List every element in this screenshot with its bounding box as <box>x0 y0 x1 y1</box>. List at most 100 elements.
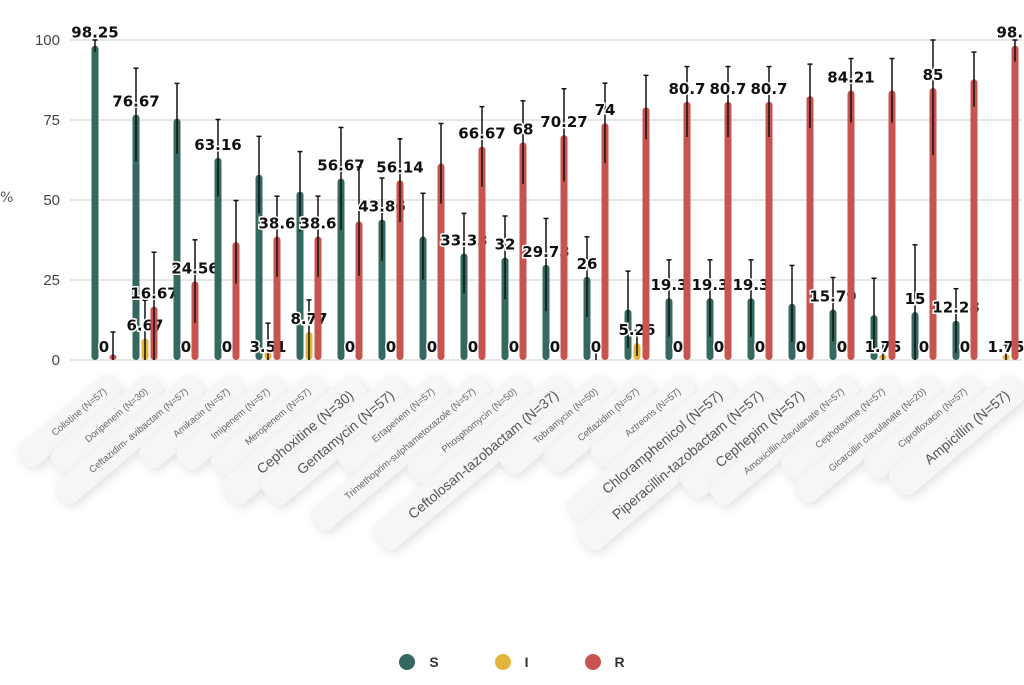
bar-r <box>478 146 486 360</box>
data-label: 98.25 <box>71 24 118 42</box>
data-label: 66.67 <box>458 125 505 143</box>
legend-swatch-s <box>399 654 416 670</box>
data-label: 29.73 <box>522 243 569 261</box>
data-label: 19.3 <box>732 276 769 294</box>
data-label: 26 <box>577 255 598 273</box>
bar-r <box>396 180 404 360</box>
bar-s <box>378 219 386 360</box>
bar-s <box>132 114 140 360</box>
legend-label-s: S <box>429 654 439 670</box>
data-label: 0 <box>509 338 519 356</box>
data-label: 0 <box>550 338 560 356</box>
data-label: 15 <box>905 290 926 308</box>
bar-r <box>355 221 363 360</box>
data-label: 19.3 <box>691 276 728 294</box>
y-axis-label: % <box>0 190 14 206</box>
y-tick-label: 50 <box>43 192 60 209</box>
data-label: 1.75 <box>987 338 1024 356</box>
data-label: 38.6 <box>299 214 336 232</box>
bar-s <box>419 236 427 360</box>
data-label: 0 <box>673 338 683 356</box>
data-label: 98.2 <box>996 24 1024 42</box>
data-label: 80.7 <box>750 80 787 98</box>
data-label: 80.7 <box>668 80 705 98</box>
legend-label-i: I <box>524 654 529 670</box>
bar-r <box>806 96 814 361</box>
bar-s <box>91 45 99 360</box>
bar-r <box>560 135 568 360</box>
bar-r <box>683 101 691 360</box>
data-label: 0 <box>960 338 970 356</box>
bar-s <box>173 118 181 360</box>
data-label: 76.67 <box>112 93 159 111</box>
bar-r <box>888 90 896 360</box>
legend-label-r: R <box>614 654 625 670</box>
y-tick-label: 100 <box>35 32 60 49</box>
y-tick-label: 25 <box>43 272 60 289</box>
bar-s <box>255 174 263 360</box>
bar-r <box>1011 45 1019 360</box>
bar-r <box>232 242 240 360</box>
bar-r <box>929 88 937 360</box>
bar-s <box>296 191 304 360</box>
data-label: 6.67 <box>126 317 163 335</box>
data-label: 0 <box>796 338 806 356</box>
bar-r <box>847 90 855 360</box>
data-label: 33.33 <box>440 231 487 249</box>
data-label: 74 <box>595 101 616 119</box>
bar-r <box>519 142 527 360</box>
legend: S I R <box>0 654 1024 670</box>
bar-s <box>214 157 222 360</box>
data-label: 32 <box>495 236 516 254</box>
bar-s <box>501 257 509 360</box>
bar-s <box>542 264 550 360</box>
bar-r <box>601 123 609 360</box>
y-tick-label: 0 <box>52 352 60 369</box>
data-label: 0 <box>386 338 396 356</box>
data-label: 56.14 <box>376 158 423 176</box>
data-label: 0 <box>468 338 478 356</box>
data-label: 80.7 <box>709 80 746 98</box>
data-label: 24.56 <box>171 259 218 277</box>
bar-r <box>642 107 650 360</box>
bar-r <box>970 79 978 361</box>
data-label: 56.67 <box>317 157 364 175</box>
bar-s <box>583 276 591 360</box>
legend-item-i[interactable]: I <box>494 654 529 670</box>
legend-item-s[interactable]: S <box>399 654 439 670</box>
legend-swatch-i <box>494 654 511 670</box>
data-label: 0 <box>591 338 601 356</box>
data-label: 19.3 <box>650 276 687 294</box>
data-label: 85 <box>923 66 944 84</box>
data-label: 0 <box>222 338 232 356</box>
data-label: 84.21 <box>827 69 874 87</box>
legend-swatch-r <box>584 654 601 670</box>
data-label: 0 <box>345 338 355 356</box>
bar-r <box>724 101 732 360</box>
bar-s <box>337 178 345 360</box>
data-label: 0 <box>99 338 109 356</box>
data-label: 5.26 <box>618 321 655 339</box>
data-label: 0 <box>427 338 437 356</box>
data-label: 0 <box>837 338 847 356</box>
data-label: 15.79 <box>809 287 856 305</box>
data-label: 1.75 <box>864 338 901 356</box>
data-label: 8.77 <box>290 310 327 328</box>
data-label: 38.6 <box>258 214 295 232</box>
data-label: 70.27 <box>540 113 587 131</box>
y-tick-label: 75 <box>43 112 60 129</box>
data-label: 68 <box>513 120 534 138</box>
bar-r <box>273 236 281 360</box>
bar-r <box>437 163 445 360</box>
data-label: 0 <box>755 338 765 356</box>
data-label: 63.16 <box>194 136 241 154</box>
data-label: 43.86 <box>358 198 405 216</box>
data-label: 0 <box>181 338 191 356</box>
bar-r <box>765 101 773 360</box>
bar-s <box>460 253 468 360</box>
data-label: 0 <box>714 338 724 356</box>
data-label: 12.28 <box>932 299 979 317</box>
legend-item-r[interactable]: R <box>584 654 625 670</box>
data-label: 16.67 <box>130 285 177 303</box>
